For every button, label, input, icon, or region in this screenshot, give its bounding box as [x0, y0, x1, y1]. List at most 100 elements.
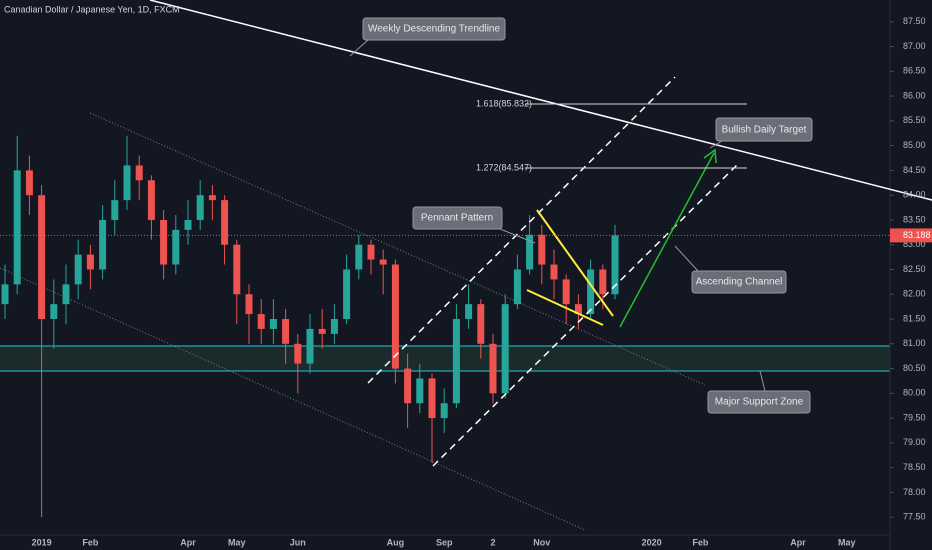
callout-text: Bullish Daily Target: [722, 125, 807, 136]
candle-body: [452, 319, 460, 404]
callout-text: Major Support Zone: [715, 397, 804, 408]
candle-body: [440, 403, 448, 419]
callout-pointer: [499, 228, 536, 244]
descending-channel-upper: [89, 112, 706, 386]
callout-box: [715, 117, 813, 142]
y-tick-label: 83.00: [903, 239, 926, 249]
candle-body: [233, 244, 241, 295]
last-price-label: 83.188: [903, 230, 931, 240]
candle-body: [428, 378, 436, 419]
candle-body: [526, 234, 534, 270]
candle-body: [282, 319, 290, 344]
candle-body: [538, 234, 546, 265]
y-tick-label: 84.00: [903, 190, 926, 200]
weekly-trendline: [149, 0, 932, 201]
candle-body: [489, 343, 497, 394]
y-tick-label: 84.50: [903, 165, 926, 175]
callout-text: Ascending Channel: [696, 277, 783, 288]
y-tick-label: 81.00: [903, 338, 926, 348]
y-tick-label: 86.00: [903, 90, 926, 100]
candle-body: [306, 328, 314, 364]
callout: Ascending Channel: [674, 245, 787, 294]
pennant-lower: [526, 289, 604, 326]
y-tick-label: 82.50: [903, 264, 926, 274]
callout-box: [691, 270, 787, 294]
candle-body: [318, 328, 326, 334]
x-tick-label: 2019: [32, 537, 52, 547]
y-tick-label: 82.00: [903, 289, 926, 299]
candle-body: [86, 254, 94, 270]
ascending-channel-upper: [367, 76, 676, 384]
callout: Weekly Descending Trendline: [349, 17, 506, 57]
fib-label: 1.272(84.547): [476, 162, 532, 172]
candle-body: [599, 269, 607, 295]
candle-body: [269, 319, 277, 329]
callout-box: [707, 390, 811, 414]
target-arrow-head: [703, 148, 717, 164]
candle-body: [477, 304, 485, 344]
candle-body: [343, 269, 351, 320]
callout-box: [362, 17, 506, 41]
candle-body: [550, 264, 558, 280]
y-tick-label: 80.50: [903, 363, 926, 373]
y-tick-label: 79.00: [903, 437, 926, 447]
candle-body: [50, 304, 58, 320]
candle-body: [196, 195, 204, 220]
callout-pointer: [349, 39, 369, 57]
candle-body: [574, 304, 582, 315]
callout: Major Support Zone: [707, 370, 811, 414]
x-tick-label: May: [228, 537, 246, 547]
pennant-upper: [536, 209, 614, 317]
candle-body: [135, 165, 143, 181]
candle-body: [25, 170, 33, 196]
y-tick-label: 81.50: [903, 313, 926, 323]
y-tick-label: 85.50: [903, 115, 926, 125]
last-price-box: [890, 228, 932, 243]
candle-body: [379, 259, 387, 265]
candle-body: [184, 219, 192, 230]
callout-pointer: [674, 245, 699, 272]
y-tick-label: 79.50: [903, 412, 926, 422]
candle-body: [13, 170, 21, 285]
x-tick-label: May: [838, 537, 856, 547]
callout-text: Weekly Descending Trendline: [368, 24, 501, 35]
x-tick-label: Jun: [290, 537, 306, 547]
candle-body: [245, 294, 253, 315]
callout: Bullish Daily Target: [709, 117, 813, 149]
candle-body: [465, 304, 473, 320]
candle-body: [562, 279, 570, 305]
callout-text: Pennant Pattern: [421, 213, 493, 224]
candle-body: [123, 165, 131, 201]
candle-body: [416, 378, 424, 404]
x-tick-label: 2020: [642, 537, 662, 547]
y-tick-label: 87.50: [903, 16, 926, 26]
candle-body: [367, 244, 375, 260]
y-tick-label: 78.00: [903, 487, 926, 497]
candles: [1, 135, 619, 518]
candle-body: [74, 254, 82, 285]
x-tick-label: Nov: [533, 537, 550, 547]
candle-body: [62, 284, 70, 305]
candle-body: [404, 368, 412, 404]
x-tick-label: Apr: [180, 537, 196, 547]
candle-body: [38, 195, 46, 320]
candle-body: [330, 319, 338, 334]
candle-body: [257, 314, 265, 329]
y-tick-label: 77.50: [903, 512, 926, 522]
candle-body: [208, 195, 216, 201]
y-tick-label: 87.00: [903, 41, 926, 51]
candle-body: [501, 304, 509, 394]
callout-pointer: [759, 370, 766, 392]
fib-label: 1.618(85.832): [476, 98, 532, 108]
y-tick-label: 83.50: [903, 214, 926, 224]
y-tick-label: 86.50: [903, 66, 926, 76]
candle-body: [513, 269, 521, 305]
y-tick-label: 78.50: [903, 462, 926, 472]
candle-body: [611, 235, 619, 295]
y-tick-label: 80.00: [903, 388, 926, 398]
candle-body: [147, 180, 155, 220]
callout: Pennant Pattern: [412, 206, 536, 244]
candle-body: [587, 269, 595, 315]
